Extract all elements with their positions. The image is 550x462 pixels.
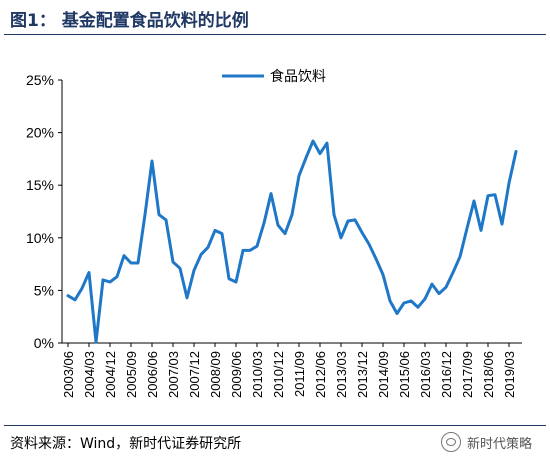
x-axis: 2003/06 2004/03 2004/12 2005/09 2006/06 2007/… [61, 342, 522, 398]
y-tick-label: 10% [26, 230, 54, 246]
y-tick-label: 15% [26, 177, 54, 193]
watermark: 新时代策略 [440, 432, 532, 452]
x-tick-label: 2008/09 [208, 351, 223, 398]
series-line-food-beverage [66, 139, 518, 344]
x-tick-label: 2016/12 [439, 351, 454, 398]
x-tick-label: 2006/06 [145, 351, 160, 398]
x-tick-label: 2014/09 [376, 351, 391, 398]
wechat-logo-icon [440, 432, 461, 452]
legend-label: 食品饮料 [270, 68, 326, 85]
x-tick-label: 2013/03 [334, 351, 349, 398]
y-tick-label: 5% [34, 282, 54, 298]
figure-title: 图1： 基金配置食品饮料的比例 [10, 11, 249, 31]
x-tick-label: 2016/03 [418, 351, 433, 398]
x-tick-label: 2011/09 [292, 351, 307, 397]
x-tick-label: 2004/12 [103, 351, 118, 398]
x-tick-label: 2010/03 [250, 351, 265, 398]
title-divider [4, 34, 546, 35]
plot-area [66, 139, 518, 344]
x-tick-label: 2013/12 [355, 351, 370, 398]
x-tick-label: 2007/12 [187, 351, 202, 398]
x-tick-label: 2019/03 [502, 351, 517, 398]
x-tick-label: 2012/06 [313, 351, 328, 398]
x-tick-label: 2009/06 [229, 351, 244, 398]
legend: 食品饮料 [222, 68, 326, 85]
x-tick-label: 2005/09 [124, 351, 139, 398]
source-divider [4, 425, 546, 426]
line-chart: 0%5%10%15%20%25% 2003/06 2004/03 2004/12 20… [26, 68, 522, 398]
source-note: 资料来源：Wind，新时代证券研究所 [10, 436, 242, 452]
x-tick-label: 2017/09 [460, 351, 475, 398]
y-axis: 0% 5% 10% 15% 20% 25% [26, 72, 63, 351]
x-tick-label: 2007/03 [166, 351, 181, 398]
y-tick-label: 0% [34, 335, 54, 351]
x-tick-label: 2010/12 [271, 351, 286, 398]
x-tick-label: 2015/06 [397, 351, 412, 398]
x-tick-label: 2003/06 [61, 351, 76, 398]
watermark-text: 新时代策略 [466, 436, 532, 452]
x-tick-label: 2018/06 [481, 351, 496, 398]
y-tick-label: 25% [26, 72, 54, 88]
y-tick-label: 20% [26, 125, 54, 141]
x-tick-label: 2004/03 [82, 351, 97, 398]
